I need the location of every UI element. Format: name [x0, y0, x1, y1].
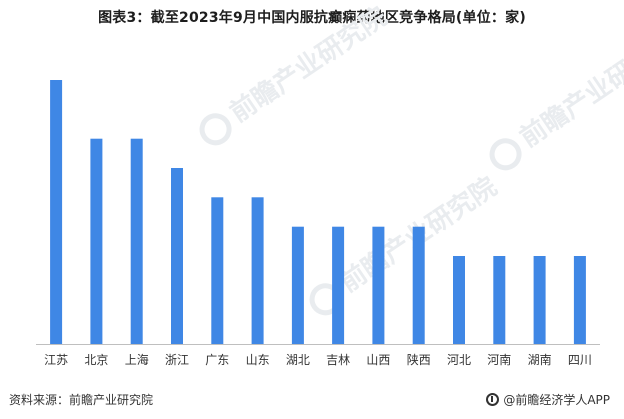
bar-12 [533, 256, 546, 344]
source-note: 资料来源：前瞻产业研究院 [9, 393, 154, 407]
brand-logo-icon [486, 393, 500, 406]
x-tick-label: 浙江 [165, 353, 189, 367]
chart-title: 图表3：截至2023年9月中国内服抗癫痫药地区竞争格局(单位：家) [98, 10, 526, 26]
x-tick-label: 四川 [568, 353, 592, 367]
x-tick-label: 上海 [125, 352, 149, 367]
x-tick-label: 湖北 [286, 352, 310, 367]
bar-6 [291, 226, 304, 344]
x-tick-label: 北京 [84, 353, 108, 367]
bar-3 [171, 168, 183, 344]
x-tick-label: 山东 [246, 353, 270, 367]
bar-8 [372, 226, 385, 344]
x-tick-label: 吉林 [326, 353, 350, 367]
bar-5 [251, 197, 264, 344]
x-tick-label: 湖南 [528, 352, 552, 367]
bar-13 [573, 256, 586, 344]
bar-10 [453, 256, 465, 344]
bar-1 [90, 138, 103, 344]
bar-0 [50, 80, 63, 344]
x-tick-label: 陕西 [407, 352, 431, 367]
bar-4 [211, 197, 224, 344]
bar-7 [332, 226, 345, 344]
x-tick-label: 广东 [205, 353, 229, 367]
x-tick-label: 江苏 [44, 353, 68, 367]
brand-credit: @前瞻经济学人APP [486, 391, 610, 408]
x-tick-label: 河南 [487, 352, 511, 367]
bar-9 [412, 226, 425, 344]
x-tick-label: 山西 [366, 353, 390, 367]
x-tick-label: 河北 [447, 353, 471, 367]
bar-2 [130, 138, 143, 344]
brand-credit-text: @前瞻经济学人APP [503, 393, 610, 407]
bar-11 [493, 256, 506, 344]
